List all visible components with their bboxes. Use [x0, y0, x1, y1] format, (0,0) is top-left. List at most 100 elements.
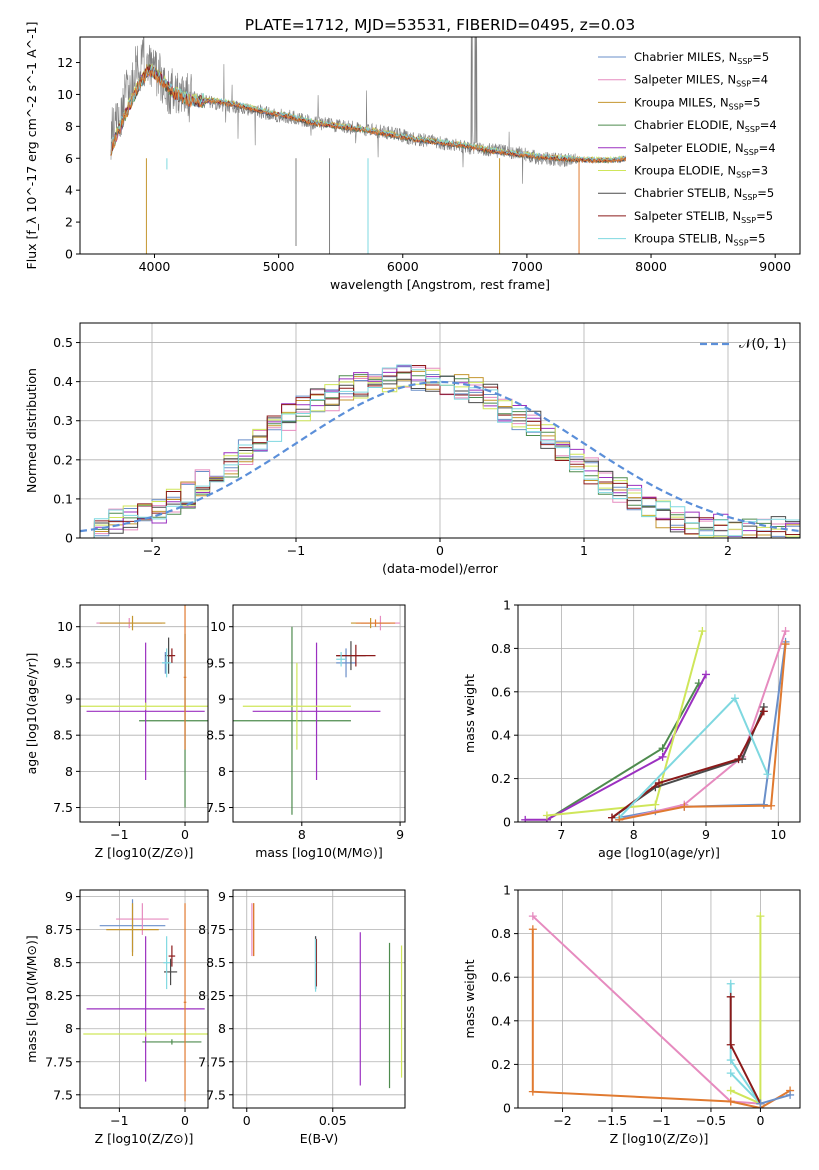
weight-line [618, 696, 769, 819]
plot-area [233, 615, 401, 815]
legend-model: Kroupa ELODIE, N [634, 164, 736, 178]
y-tick-label: 0.2 [491, 1057, 511, 1072]
y-tick-label: 7.5 [53, 800, 73, 815]
legend-model: Salpeter MILES, N [634, 73, 736, 87]
legend-model: Kroupa STELIB, N [634, 232, 734, 246]
model-spectrum-line [110, 68, 627, 164]
legend-subscript: SSP [744, 148, 759, 157]
y-tick-label: 0.5 [53, 335, 73, 350]
legend-entry: Salpeter MILES, NSSP=4 [634, 73, 768, 89]
x-tick-label: 8 [298, 827, 306, 842]
plus-marker [781, 627, 790, 636]
plus-marker [702, 670, 710, 679]
y-axis-label: age [log10(age/yr)] [24, 653, 39, 775]
residuals-panel: −2 −1 0 1 2 0 0.1 0.2 0.3 0.4 0.5 (data-model)/erro… [24, 322, 801, 576]
plus-marker [608, 813, 616, 822]
x-axis-label: wavelength [Angstrom, rest frame] [330, 277, 550, 292]
plus-marker [651, 800, 660, 809]
legend-entry: Chabrier ELODIE, NSSP=4 [634, 118, 777, 134]
x-tick-label: −0.5 [696, 1113, 726, 1128]
x-tick-label: 0 [243, 1113, 251, 1128]
x-tick-label: 8000 [635, 259, 667, 274]
weight-line [760, 1093, 791, 1105]
y-tick-label: 10 [210, 619, 226, 634]
y-tick-label: 0.4 [491, 728, 511, 743]
y-tick-label: 8.25 [45, 988, 73, 1003]
axes-frame [232, 604, 406, 823]
y-tick-label: 7.75 [198, 1054, 226, 1069]
weight-line [532, 915, 761, 1105]
plus-marker [734, 755, 743, 764]
x-tick-label: 0 [436, 543, 444, 558]
x-tick-label: 0.05 [319, 1113, 347, 1128]
y-tick-label: 0 [65, 247, 73, 262]
figure-title: PLATE=1712, MJD=53531, FIBERID=0495, z=0… [245, 16, 635, 34]
legend-model: Kroupa MILES, N [634, 95, 729, 109]
y-tick-label: 0 [65, 531, 73, 546]
y-tick-label: 8 [218, 764, 226, 779]
weight-line [618, 630, 787, 821]
plus-marker [756, 1099, 765, 1108]
axes-frame [517, 889, 801, 1109]
y-tick-label: 9 [218, 692, 226, 707]
plus-marker [680, 802, 689, 811]
plot-area [251, 903, 403, 1089]
plus-marker [528, 925, 537, 934]
y-tick-label: 12 [57, 55, 73, 70]
x-tick-label: 9000 [759, 259, 791, 274]
plus-marker [726, 1056, 735, 1065]
y-tick-label: 7.5 [206, 1087, 226, 1102]
legend-model: Chabrier ELODIE, N [634, 118, 745, 132]
legend-count: =5 [744, 95, 761, 109]
x-tick-label: −1 [110, 1113, 128, 1128]
x-axis-label: Z [log10(Z/Z⊙)] [95, 845, 194, 860]
y-tick-label: 0.4 [491, 1013, 511, 1028]
legend-model: Chabrier MILES, N [634, 50, 737, 64]
y-tick-label: 0.6 [491, 970, 511, 985]
y-tick-label: 0 [503, 815, 511, 830]
weight-line [619, 644, 787, 821]
y-tick-label: 0.2 [491, 771, 511, 786]
plot-area [110, 37, 627, 254]
plus-marker [658, 744, 667, 753]
x-tick-label: 9 [702, 827, 710, 842]
x-tick-label: −1 [110, 827, 128, 842]
legend-model: Salpeter STELIB, N [634, 209, 741, 223]
plot-area [80, 364, 800, 538]
plus-marker [759, 707, 768, 716]
legend-entry: Kroupa MILES, NSSP=5 [634, 95, 760, 111]
x-tick-label: −2 [553, 1113, 571, 1128]
y-tick-label: 8.5 [206, 955, 226, 970]
legend-subscript: SSP [729, 102, 744, 111]
y-axis-label: Flux [f_λ 10^-17 erg cm^-2 s^-1 A^-1] [24, 22, 39, 270]
plus-marker [763, 770, 772, 779]
y-tick-label: 8.5 [53, 728, 73, 743]
legend-model: Chabrier STELIB, N [634, 186, 742, 200]
axes-frame [79, 36, 801, 255]
legend-entry: Salpeter STELIB, NSSP=5 [634, 209, 773, 225]
legend-count: =4 [760, 118, 777, 132]
axes-frame [232, 889, 406, 1109]
weight-line [546, 630, 704, 817]
axes-frame [79, 604, 209, 823]
z-age-panel: −1 0 7.5 8 8.5 9 9.5 10 Z [log10(Z/Z⊙)] age [log1… [24, 604, 209, 860]
z-weight-panel: −2 −1.5 −1 −0.5 0 0 0.2 0.4 0.6 0.8 1 Z [log10(Z/Z⊙… [462, 883, 801, 1146]
x-axis-label: Z [log10(Z/Z⊙)] [95, 1131, 194, 1146]
legend-entry: Chabrier MILES, NSSP=5 [634, 50, 769, 66]
legend-subscript: SSP [736, 80, 751, 89]
plus-marker [726, 1097, 735, 1106]
legend-count: =5 [756, 209, 773, 223]
legend-count: =5 [757, 186, 774, 200]
x-tick-label: 4000 [139, 259, 171, 274]
weight-line [525, 673, 707, 821]
z-mass-panel: −1 0 7.5 7.75 8 8.25 8.5 8.75 9 Z [log10(Z/Z⊙)] ma… [24, 889, 209, 1146]
plus-marker [781, 640, 790, 649]
x-tick-label: 9 [396, 827, 404, 842]
plus-marker [615, 815, 624, 822]
plus-marker [726, 1086, 735, 1095]
y-tick-label: 9 [65, 889, 73, 904]
legend-subscript: SSP [741, 216, 756, 225]
legend-entry: Salpeter ELODIE, NSSP=4 [634, 141, 776, 157]
plus-marker [528, 1087, 537, 1096]
y-tick-label: 8 [65, 1021, 73, 1036]
